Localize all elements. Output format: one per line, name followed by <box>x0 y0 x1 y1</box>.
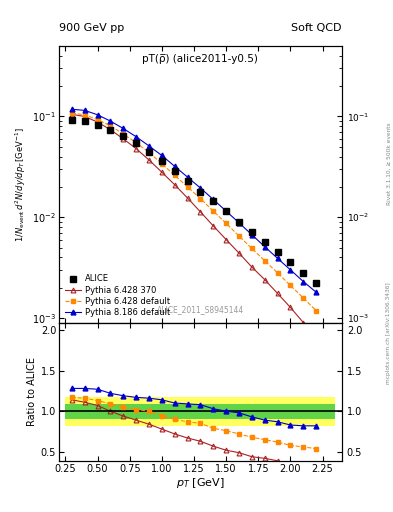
ALICE <box>121 133 126 139</box>
Pythia 6.428 default <box>211 208 216 214</box>
Pythia 6.428 default <box>185 184 190 190</box>
Pythia 8.186 default <box>160 153 164 159</box>
Pythia 6.428 370 <box>263 276 267 283</box>
Pythia 6.428 default <box>237 233 241 239</box>
Pythia 6.428 default <box>82 112 87 118</box>
Pythia 8.186 default <box>224 208 228 214</box>
Pythia 8.186 default <box>237 220 241 226</box>
Pythia 8.186 default <box>263 244 267 250</box>
ALICE <box>160 158 164 164</box>
Pythia 8.186 default <box>198 185 203 191</box>
ALICE <box>275 249 280 255</box>
Text: Soft QCD: Soft QCD <box>292 23 342 33</box>
ALICE <box>147 150 151 156</box>
ALICE <box>173 167 177 174</box>
Pythia 6.428 default <box>70 110 74 116</box>
ALICE <box>134 140 138 146</box>
Y-axis label: $1/N_\mathrm{event}\,d^2N/dy/dp_T\,[\mathrm{GeV}^{-1}]$: $1/N_\mathrm{event}\,d^2N/dy/dp_T\,[\mat… <box>14 127 28 242</box>
ALICE <box>82 118 87 124</box>
ALICE <box>211 198 216 204</box>
ALICE <box>288 259 293 265</box>
Pythia 6.428 default <box>198 196 203 202</box>
ALICE <box>301 270 306 276</box>
Pythia 8.186 default <box>147 143 151 149</box>
Pythia 8.186 default <box>314 289 319 295</box>
Pythia 6.428 default <box>134 140 138 146</box>
Pythia 8.186 default <box>288 267 293 273</box>
X-axis label: $p_T$ [GeV]: $p_T$ [GeV] <box>176 476 225 490</box>
Pythia 6.428 370 <box>237 250 241 256</box>
Pythia 8.186 default <box>82 108 87 114</box>
Pythia 6.428 default <box>95 117 100 123</box>
Text: 900 GeV pp: 900 GeV pp <box>59 23 124 33</box>
Pythia 6.428 370 <box>82 114 87 120</box>
ALICE <box>237 219 241 225</box>
ALICE <box>185 178 190 184</box>
Pythia 8.186 default <box>250 231 254 238</box>
Pythia 6.428 370 <box>250 264 254 270</box>
Pythia 6.428 default <box>224 220 228 226</box>
Line: Pythia 6.428 370: Pythia 6.428 370 <box>70 112 319 340</box>
Text: Rivet 3.1.10, ≥ 500k events: Rivet 3.1.10, ≥ 500k events <box>386 122 391 205</box>
Pythia 6.428 370 <box>211 223 216 229</box>
ALICE <box>224 208 228 214</box>
Pythia 6.428 370 <box>173 182 177 188</box>
Pythia 6.428 370 <box>70 111 74 117</box>
ALICE <box>198 188 203 195</box>
ALICE <box>250 228 254 234</box>
Pythia 6.428 370 <box>134 145 138 152</box>
Line: ALICE: ALICE <box>69 117 319 287</box>
Pythia 6.428 370 <box>121 136 126 142</box>
Pythia 8.186 default <box>173 163 177 169</box>
Pythia 6.428 370 <box>108 126 113 133</box>
Pythia 8.186 default <box>134 134 138 140</box>
Pythia 6.428 370 <box>160 169 164 175</box>
Pythia 6.428 370 <box>224 237 228 243</box>
Pythia 6.428 default <box>121 131 126 137</box>
Pythia 6.428 370 <box>198 209 203 215</box>
ALICE <box>70 117 74 123</box>
Pythia 8.186 default <box>95 112 100 118</box>
Pythia 8.186 default <box>70 106 74 112</box>
Pythia 6.428 370 <box>147 157 151 163</box>
Text: mcplots.cern.ch [arXiv:1306.3436]: mcplots.cern.ch [arXiv:1306.3436] <box>386 282 391 383</box>
ALICE <box>314 281 319 287</box>
Legend: ALICE, Pythia 6.428 370, Pythia 6.428 default, Pythia 8.186 default: ALICE, Pythia 6.428 370, Pythia 6.428 de… <box>63 273 172 318</box>
Pythia 6.428 default <box>147 150 151 156</box>
Pythia 8.186 default <box>121 125 126 132</box>
Line: Pythia 8.186 default: Pythia 8.186 default <box>70 107 319 295</box>
Pythia 6.428 default <box>275 270 280 276</box>
Pythia 8.186 default <box>301 279 306 285</box>
Pythia 6.428 370 <box>95 119 100 125</box>
Pythia 6.428 370 <box>301 319 306 326</box>
ALICE <box>263 239 267 245</box>
Pythia 6.428 default <box>250 245 254 251</box>
Pythia 6.428 370 <box>185 195 190 201</box>
ALICE <box>108 126 113 133</box>
Pythia 8.186 default <box>211 197 216 203</box>
Pythia 8.186 default <box>185 174 190 180</box>
Pythia 6.428 default <box>108 123 113 129</box>
Pythia 6.428 default <box>288 283 293 289</box>
Pythia 6.428 default <box>301 295 306 301</box>
Pythia 6.428 default <box>314 308 319 314</box>
Text: pT(ρ̅) (alice2011-y0.5): pT(ρ̅) (alice2011-y0.5) <box>143 54 258 65</box>
Pythia 6.428 default <box>173 173 177 179</box>
Line: Pythia 6.428 default: Pythia 6.428 default <box>70 111 319 313</box>
Pythia 8.186 default <box>108 118 113 124</box>
Pythia 6.428 default <box>263 258 267 264</box>
Pythia 6.428 default <box>160 161 164 167</box>
Pythia 8.186 default <box>275 255 280 262</box>
Text: ALICE_2011_S8945144: ALICE_2011_S8945144 <box>157 305 244 314</box>
Pythia 6.428 370 <box>275 290 280 296</box>
Pythia 6.428 370 <box>314 335 319 341</box>
Y-axis label: Ratio to ALICE: Ratio to ALICE <box>27 357 37 426</box>
Pythia 6.428 370 <box>288 305 293 311</box>
ALICE <box>95 122 100 128</box>
